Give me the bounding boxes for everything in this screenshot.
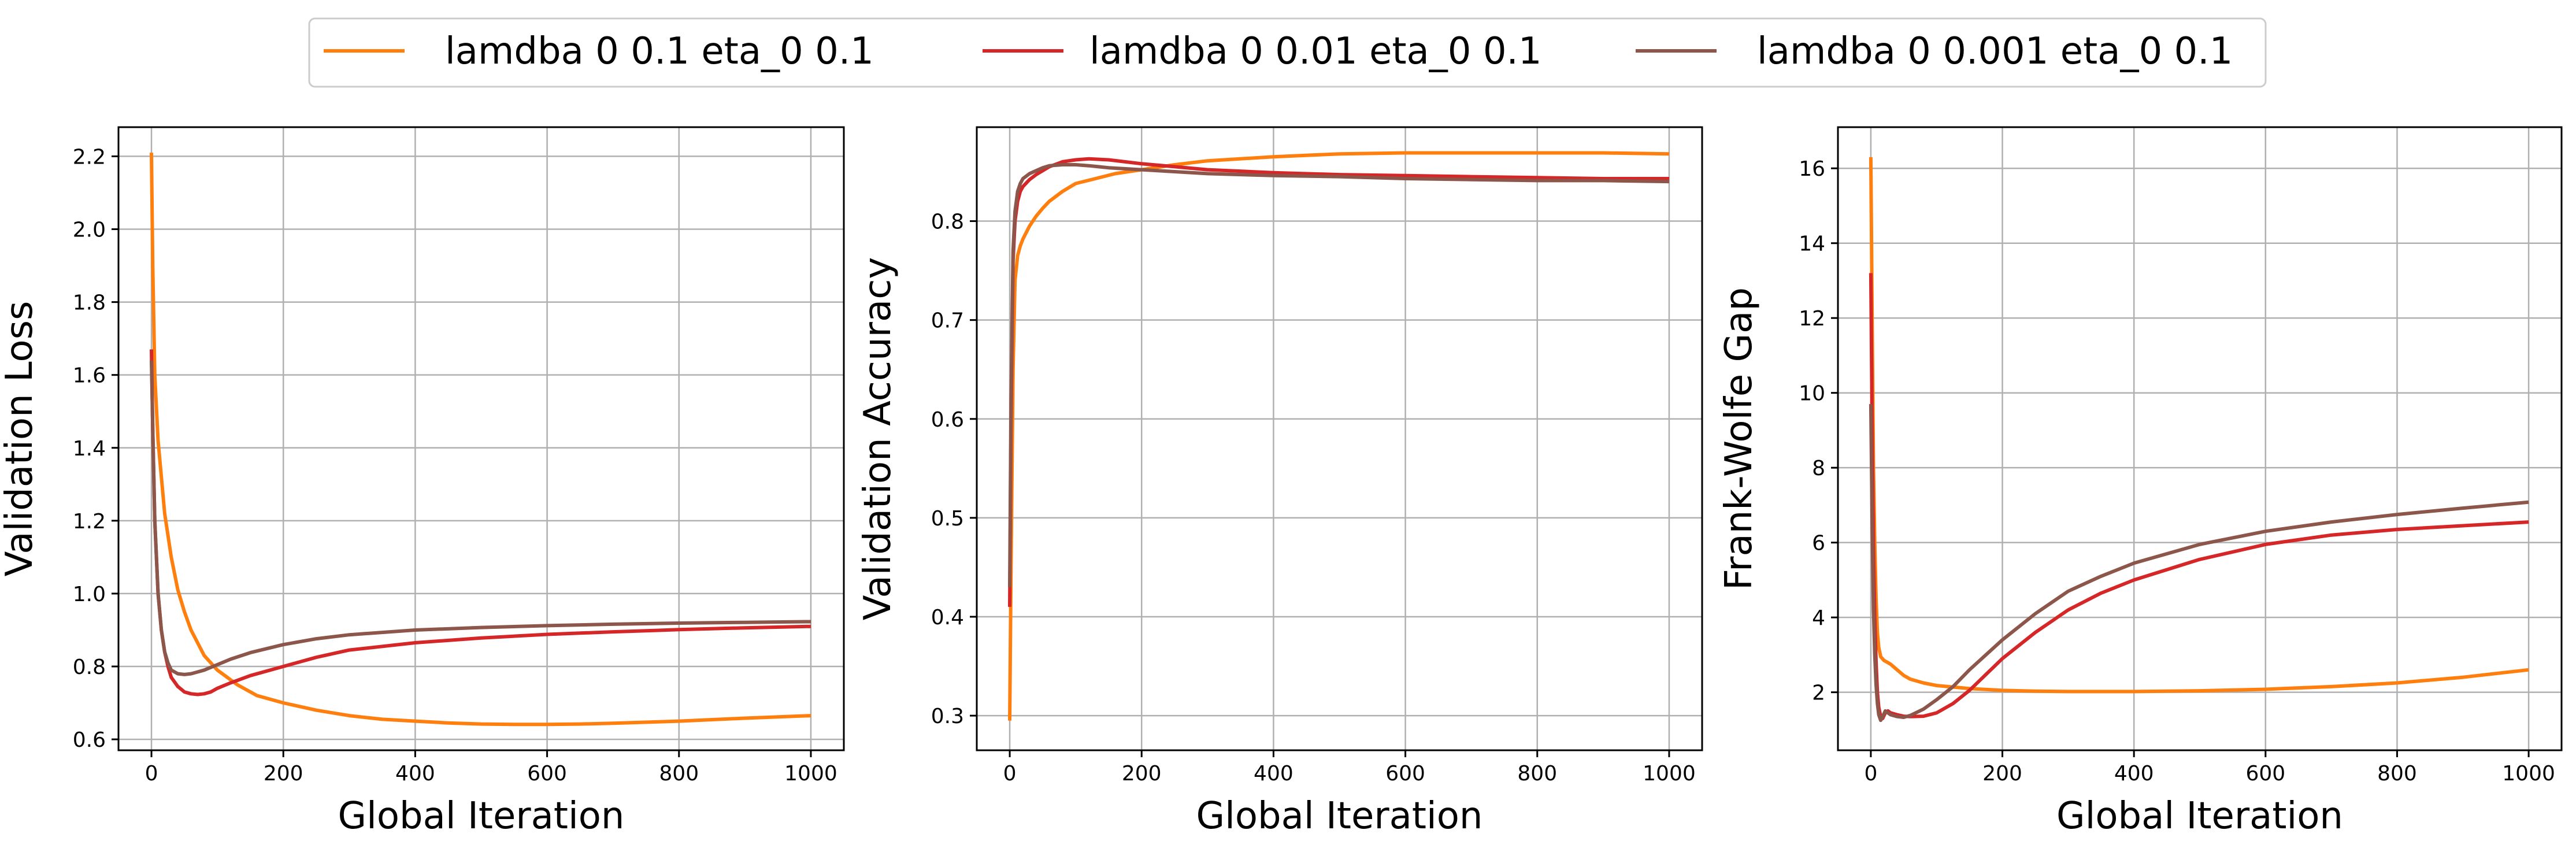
y-axis-label: Validation Accuracy xyxy=(857,257,899,621)
x-axis-label: Global Iteration xyxy=(2056,795,2343,838)
series-line xyxy=(1869,404,2529,723)
legend-frame xyxy=(308,17,2267,88)
frank-wolfe-gap-panel: 0 200 400 600 800 1000 2 4 6 8 10 12 14 16 Global Ite… xyxy=(1718,126,2563,838)
y-tick-label: 0.8 xyxy=(73,655,106,679)
y-tick-label: 0.6 xyxy=(73,728,106,752)
y-tick-label: 14 xyxy=(1799,232,1825,256)
series-line xyxy=(1008,163,1670,587)
validation-loss-panel: 0 200 400 600 800 1000 0.6 0.8 1.0 1.2 1.4 1.6 1.8 2.… xyxy=(0,126,845,838)
x-tick-label: 600 xyxy=(527,762,567,786)
x-tick-label: 0 xyxy=(1003,762,1017,786)
y-tick-label: 2 xyxy=(1812,681,1825,705)
grid xyxy=(977,127,1702,750)
y-tick-label: 0.6 xyxy=(931,408,964,432)
legend: lamdba 0 0.1 eta_0 0.1 lamdba 0 0.01 eta… xyxy=(308,17,2267,88)
y-tick-label: 10 xyxy=(1799,382,1825,406)
axis-ticks: 0 200 400 600 800 1000 2 4 6 8 10 12 14 16 xyxy=(1799,157,2555,786)
legend-label: lamdba 0 0.1 eta_0 0.1 xyxy=(445,30,874,73)
y-tick-label: 4 xyxy=(1812,606,1825,630)
y-tick-label: 2.0 xyxy=(73,218,106,242)
y-tick-label: 1.6 xyxy=(73,364,106,388)
x-tick-label: 200 xyxy=(264,762,303,786)
x-tick-label: 600 xyxy=(1385,762,1425,786)
series-line xyxy=(150,349,811,697)
y-axis-label: Frank-Wolfe Gap xyxy=(1718,287,1760,590)
x-tick-label: 400 xyxy=(2114,762,2154,786)
legend-label: lamdba 0 0.01 eta_0 0.1 xyxy=(1089,30,1542,73)
x-tick-label: 400 xyxy=(1254,762,1293,786)
y-axis-label: Validation Loss xyxy=(0,301,41,577)
axis-ticks: 0 200 400 600 800 1000 0.3 0.4 0.5 0.6 0.7 0.8 xyxy=(931,210,1696,786)
y-tick-label: 16 xyxy=(1799,157,1825,181)
y-tick-label: 8 xyxy=(1812,457,1825,480)
x-tick-label: 1000 xyxy=(2502,762,2555,786)
y-tick-label: 1.4 xyxy=(73,437,106,461)
legend-entry: lamdba 0 0.01 eta_0 0.1 xyxy=(983,30,1542,73)
axis-ticks: 0 200 400 600 800 1000 0.6 0.8 1.0 1.2 1.4 1.6 1.8 2.… xyxy=(73,145,837,786)
series-line xyxy=(1869,273,2529,720)
x-axis-label: Global Iteration xyxy=(338,795,625,838)
legend-entry: lamdba 0 0.1 eta_0 0.1 xyxy=(324,30,874,73)
series-line xyxy=(150,360,811,676)
legend-entry: lamdba 0 0.001 eta_0 0.1 xyxy=(1636,30,2233,73)
series-line xyxy=(1008,157,1669,607)
validation-accuracy-panel: 0 200 400 600 800 1000 0.3 0.4 0.5 0.6 0.7 0.8 Glob… xyxy=(857,126,1703,838)
series-group xyxy=(1008,151,1670,721)
y-tick-label: 12 xyxy=(1799,307,1825,331)
y-tick-label: 0.8 xyxy=(931,210,964,234)
plot-frame xyxy=(976,126,1703,751)
y-tick-label: 6 xyxy=(1812,532,1825,555)
series-group xyxy=(150,153,811,727)
y-tick-label: 1.8 xyxy=(73,291,106,315)
x-tick-label: 1000 xyxy=(1643,762,1696,786)
y-tick-label: 1.2 xyxy=(73,510,106,534)
legend-label: lamdba 0 0.001 eta_0 0.1 xyxy=(1757,30,2233,73)
plot-frame xyxy=(1837,126,2563,751)
y-tick-label: 1.0 xyxy=(73,583,106,606)
x-tick-label: 800 xyxy=(1517,762,1557,786)
series-group xyxy=(1869,157,2529,723)
y-tick-label: 0.4 xyxy=(931,606,964,629)
grid xyxy=(118,127,844,750)
series-line xyxy=(150,153,811,727)
x-tick-label: 0 xyxy=(145,762,158,786)
series-line xyxy=(1869,157,2529,694)
x-tick-label: 400 xyxy=(395,762,435,786)
x-tick-label: 200 xyxy=(1982,762,2022,786)
y-tick-label: 0.5 xyxy=(931,507,964,531)
x-tick-label: 800 xyxy=(659,762,699,786)
x-tick-label: 0 xyxy=(1864,762,1877,786)
x-axis-label: Global Iteration xyxy=(1196,795,1483,838)
grid xyxy=(1838,127,2562,750)
y-tick-label: 0.3 xyxy=(931,705,964,728)
y-tick-label: 0.7 xyxy=(931,309,964,333)
x-tick-label: 800 xyxy=(2377,762,2417,786)
x-tick-label: 200 xyxy=(1122,762,1162,786)
series-line xyxy=(1008,151,1670,721)
x-tick-label: 1000 xyxy=(784,762,837,786)
x-tick-label: 600 xyxy=(2245,762,2285,786)
y-tick-label: 2.2 xyxy=(73,145,106,169)
plot-frame xyxy=(117,126,845,751)
